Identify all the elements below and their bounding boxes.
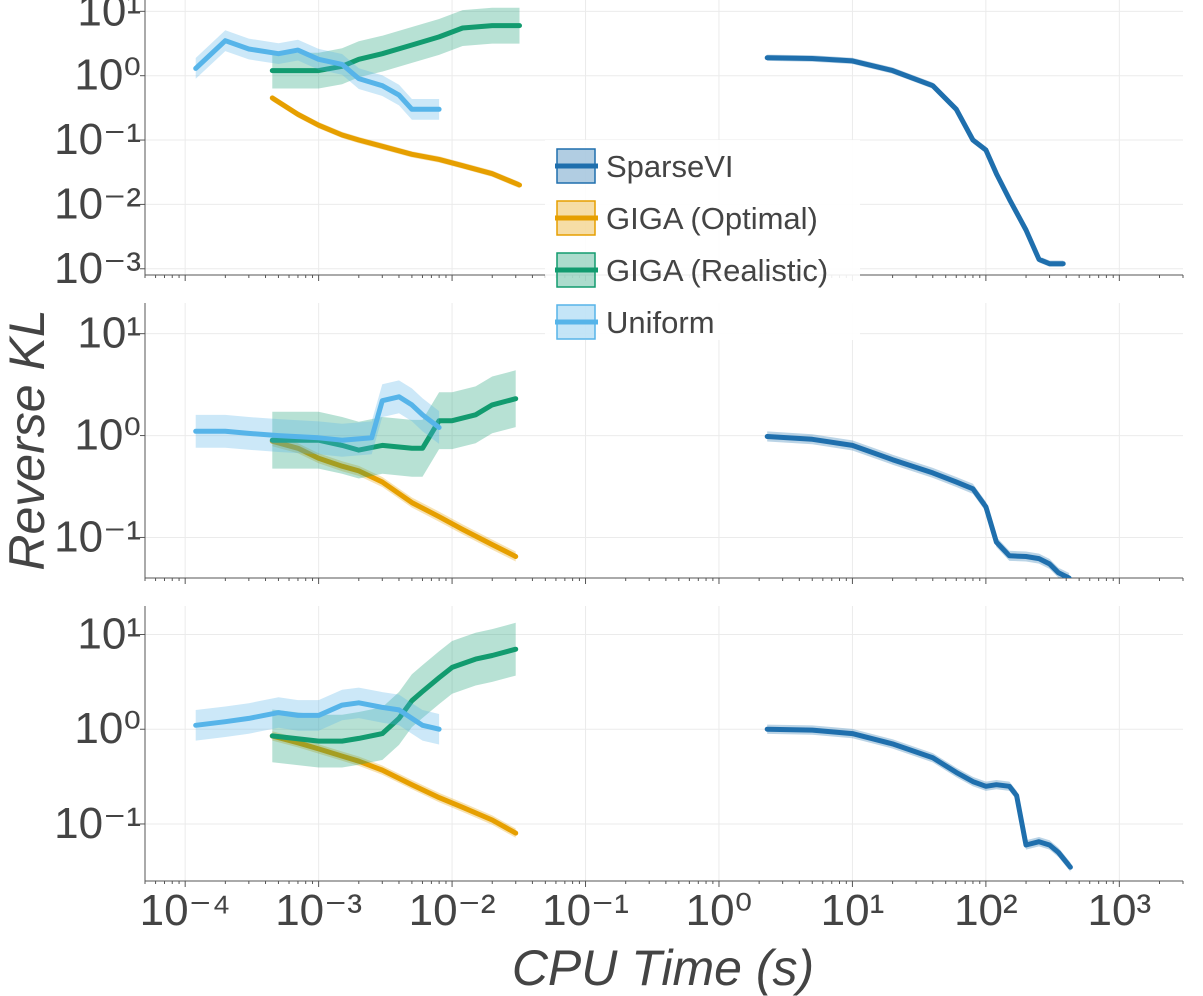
band-giga-optimal bbox=[272, 436, 516, 562]
legend-label: GIGA (Realistic) bbox=[606, 253, 828, 288]
legend: SparseVI GIGA (Optimal) GIGA (Realistic) Un… bbox=[545, 140, 860, 340]
line-giga-optimal bbox=[269, 95, 522, 188]
x-axis-label: CPU Time (s) bbox=[512, 940, 814, 996]
x-tick-labels: 10⁻⁴ 10⁻³ 10⁻² 10⁻¹ 10⁰ 10¹ 10² 10³ bbox=[140, 886, 1151, 935]
y-tick-label: 10⁰ bbox=[74, 704, 141, 753]
series-group bbox=[193, 370, 1072, 578]
legend-entry-giga-optimal: GIGA (Optimal) bbox=[555, 200, 818, 236]
line-sparsevi bbox=[764, 726, 1073, 870]
y-tick-label: 10⁻¹ bbox=[54, 799, 141, 848]
line-uniform bbox=[193, 700, 442, 732]
panel-bottom: 10⁻¹ 10⁰ 10¹ bbox=[54, 606, 1184, 887]
band-giga-optimal bbox=[272, 94, 520, 189]
y-tick-label: 10⁰ bbox=[74, 51, 141, 100]
band-giga-optimal bbox=[272, 731, 516, 838]
y-tick-label: 10¹ bbox=[77, 610, 141, 659]
x-tick-label: 10⁻³ bbox=[275, 886, 362, 935]
band-giga-realistic bbox=[272, 622, 516, 768]
y-tick-label: 10⁰ bbox=[74, 411, 141, 460]
line-uniform bbox=[193, 394, 442, 443]
line-giga-realistic bbox=[269, 23, 522, 74]
line-giga-optimal bbox=[269, 733, 519, 836]
line-sparsevi bbox=[764, 55, 1066, 267]
line-sparsevi bbox=[764, 434, 1072, 578]
y-tick-label: 10¹ bbox=[77, 0, 141, 35]
y-tick-label: 10⁻¹ bbox=[54, 115, 141, 164]
legend-label: GIGA (Optimal) bbox=[606, 201, 818, 236]
x-tick-label: 10¹ bbox=[821, 886, 885, 935]
panel-middle: 10⁻¹ 10⁰ 10¹ bbox=[54, 303, 1184, 584]
x-tick-label: 10⁰ bbox=[686, 886, 753, 935]
line-giga-realistic bbox=[269, 396, 519, 453]
legend-entry-uniform: Uniform bbox=[555, 304, 715, 340]
band-sparsevi bbox=[767, 431, 1070, 578]
series-group bbox=[193, 622, 1073, 872]
series-group bbox=[193, 7, 1066, 267]
band-giga-realistic bbox=[272, 370, 516, 479]
y-tick-label: 10⁻² bbox=[54, 179, 141, 228]
y-tick-label: 10¹ bbox=[77, 309, 141, 358]
x-tick-label: 10⁻⁴ bbox=[140, 886, 231, 935]
legend-label: Uniform bbox=[606, 305, 715, 340]
gridlines bbox=[145, 606, 1183, 881]
y-axis-label: Reverse KL bbox=[0, 309, 55, 570]
band-sparsevi bbox=[767, 724, 1071, 872]
legend-entry-giga-realistic: GIGA (Realistic) bbox=[555, 252, 828, 288]
x-tick-label: 10² bbox=[954, 886, 1018, 935]
line-uniform bbox=[193, 38, 442, 112]
legend-entry-sparsevi: SparseVI bbox=[555, 148, 734, 184]
y-tick-label: 10⁻¹ bbox=[54, 512, 141, 561]
legend-label: SparseVI bbox=[606, 149, 734, 184]
band-uniform bbox=[195, 380, 440, 457]
x-tick-label: 10⁻² bbox=[409, 886, 496, 935]
x-tick-label: 10³ bbox=[1088, 886, 1152, 935]
panel-top: 10⁻³ 10⁻² 10⁻¹ 10⁰ 10¹ bbox=[54, 0, 1184, 293]
x-tick-label: 10⁻¹ bbox=[542, 886, 629, 935]
line-giga-optimal bbox=[269, 438, 519, 559]
y-tick-label: 10⁻³ bbox=[54, 244, 141, 293]
line-giga-realistic bbox=[269, 646, 519, 744]
chart-panels: 10⁻³10⁻²10⁻¹10⁰10¹10⁻¹10⁰10¹10⁻¹10⁰10¹10… bbox=[54, 0, 1184, 935]
